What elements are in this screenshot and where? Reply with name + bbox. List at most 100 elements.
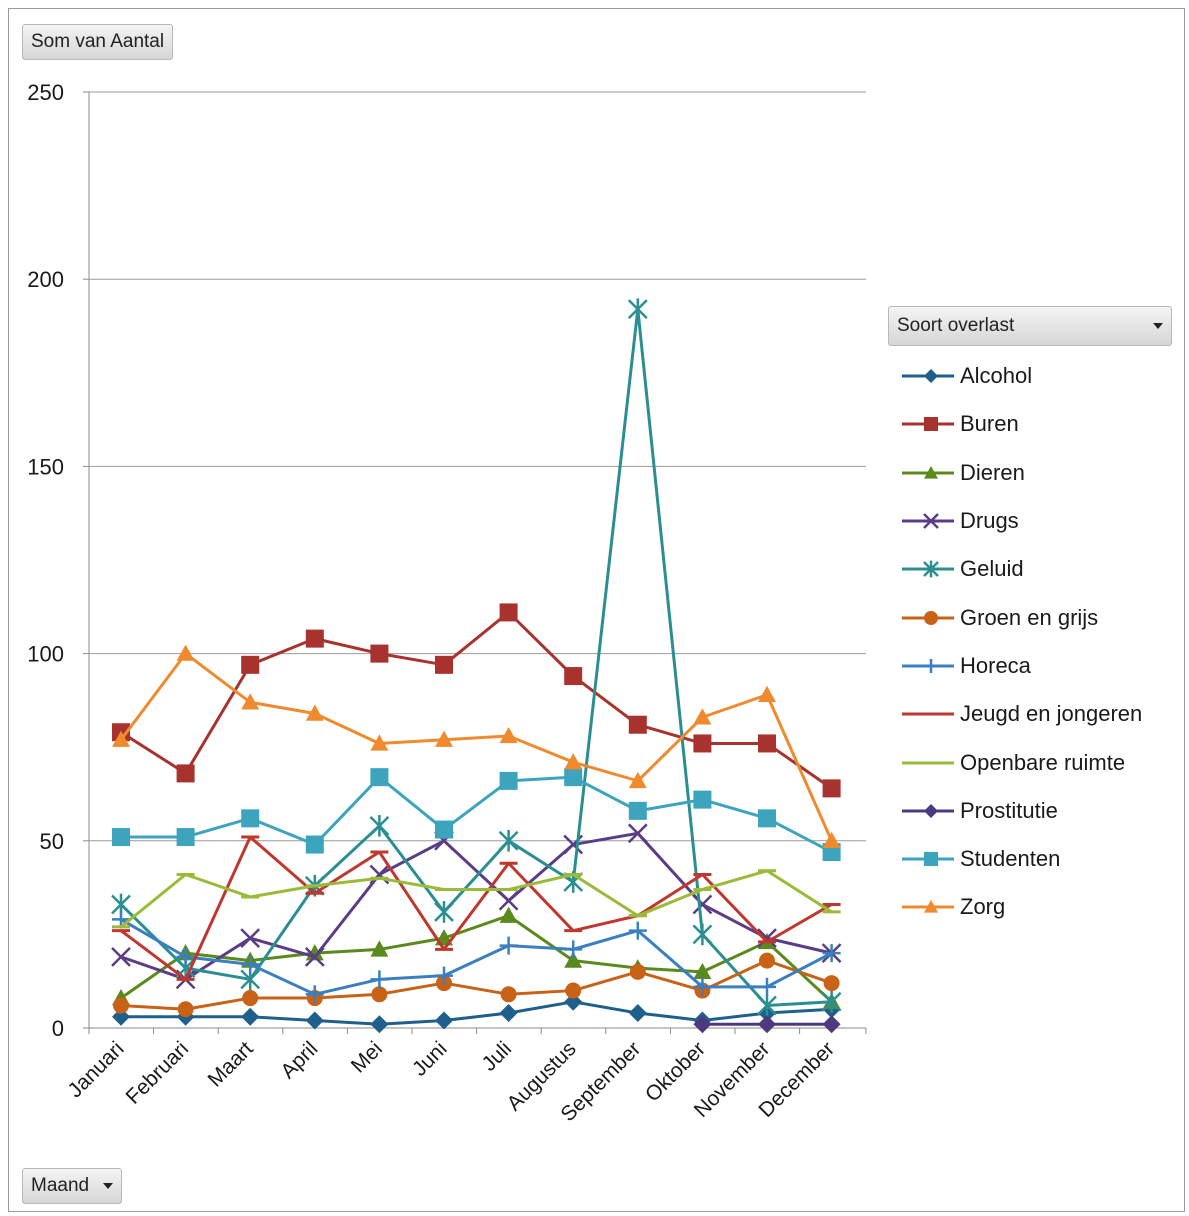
legend-label: Geluid xyxy=(960,556,1024,582)
legend-label: Zorg xyxy=(960,894,1006,920)
data-point xyxy=(692,923,713,946)
legend-item-geluid: Geluid xyxy=(890,545,1180,593)
data-point xyxy=(757,994,777,1017)
data-point xyxy=(821,990,842,1013)
marker-stroke xyxy=(757,928,777,949)
data-point xyxy=(370,970,389,989)
legend-item-jeugd-en-jongeren: Jeugd en jongeren xyxy=(890,690,1180,738)
legend-label: Openbare ruimte xyxy=(960,749,1126,775)
series-line xyxy=(120,918,833,996)
series-studenten xyxy=(112,768,841,862)
chevron-down-icon[interactable] xyxy=(103,1183,114,1189)
marker-stroke xyxy=(111,946,131,967)
data-point xyxy=(241,955,260,974)
marker-stroke xyxy=(923,513,939,529)
data-point xyxy=(176,644,195,661)
data-point xyxy=(693,734,712,753)
data-point xyxy=(176,947,195,966)
legend-swatch xyxy=(902,417,954,432)
data-point xyxy=(564,940,583,959)
data-point xyxy=(112,730,130,747)
series-line xyxy=(120,831,832,981)
marker-stroke xyxy=(304,946,325,967)
data-point xyxy=(499,771,518,790)
data-point xyxy=(241,693,260,710)
data-point xyxy=(370,644,389,663)
legend-swatch xyxy=(902,852,954,867)
data-point xyxy=(564,768,583,787)
value-field-button[interactable]: Som van Aantal xyxy=(22,24,174,60)
series-line xyxy=(120,959,833,1011)
legend-label: Dieren xyxy=(960,459,1025,485)
data-point xyxy=(498,830,519,852)
legend-marker xyxy=(924,900,938,914)
y-tick-label: 200 xyxy=(27,267,64,292)
data-point xyxy=(370,1015,389,1034)
legend-label: Jeugd en jongeren xyxy=(960,701,1143,727)
data-point xyxy=(499,603,518,622)
data-point xyxy=(564,753,583,770)
legend-marker xyxy=(924,369,938,384)
data-point xyxy=(627,298,648,320)
data-point xyxy=(628,801,647,820)
legend-item-openbare-ruimte: Openbare ruimte xyxy=(890,738,1180,786)
legend-item-groen-en-grijs: Groen en grijs xyxy=(890,593,1180,641)
legend-marker xyxy=(924,465,938,479)
series-prostitutie xyxy=(693,1015,841,1034)
row-field-button[interactable]: Maand xyxy=(22,1168,123,1204)
legend-label: Prostitutie xyxy=(960,797,1058,823)
series-line xyxy=(121,775,833,854)
gridlines xyxy=(89,91,866,842)
series-buren xyxy=(112,603,841,798)
series-line xyxy=(120,914,833,1003)
data-point xyxy=(304,946,325,967)
pivot-chart-frame xyxy=(8,8,1185,1212)
legend-field-button[interactable]: Soort overlast xyxy=(888,306,1172,346)
chevron-down-icon[interactable] xyxy=(1153,323,1163,329)
legend-marker xyxy=(924,610,938,625)
series-horeca xyxy=(112,910,841,1004)
data-point xyxy=(758,685,776,702)
x-tick-label: Januari xyxy=(64,1037,129,1102)
data-point xyxy=(113,997,129,1014)
y-tick-label: 0 xyxy=(52,1016,64,1041)
data-point xyxy=(628,715,647,734)
data-point xyxy=(177,1001,194,1018)
data-point xyxy=(499,1004,518,1023)
data-point xyxy=(305,629,324,648)
y-tick-label: 250 xyxy=(27,80,64,105)
data-point xyxy=(628,921,647,940)
data-point xyxy=(759,952,775,969)
data-point xyxy=(693,708,712,725)
data-point xyxy=(822,1015,841,1034)
legend-label: Drugs xyxy=(960,508,1019,534)
data-point xyxy=(371,986,388,1003)
legend-swatch xyxy=(902,560,954,578)
data-point xyxy=(499,726,518,744)
data-point xyxy=(112,1007,130,1026)
legend-swatch xyxy=(902,803,954,818)
data-point xyxy=(435,730,453,747)
data-point xyxy=(693,977,712,996)
x-tick-label: Juni xyxy=(408,1037,452,1081)
legend-item-buren: Buren xyxy=(890,400,1180,448)
series-line xyxy=(121,1000,832,1026)
data-point xyxy=(565,982,582,999)
series-line xyxy=(120,610,833,790)
legend-swatch xyxy=(902,900,954,914)
data-point xyxy=(241,809,260,828)
data-point xyxy=(822,831,841,848)
legend-swatch xyxy=(902,513,954,529)
legend-item-studenten: Studenten xyxy=(890,835,1180,883)
marker-stroke xyxy=(627,823,648,844)
data-point xyxy=(499,936,518,955)
data-point xyxy=(242,990,259,1007)
data-point xyxy=(692,894,713,915)
legend-item-prostitutie: Prostitutie xyxy=(890,787,1180,835)
data-point xyxy=(693,1015,712,1034)
data-point xyxy=(498,890,519,911)
data-point xyxy=(564,992,583,1011)
legend-label: Buren xyxy=(960,411,1019,437)
data-point xyxy=(822,779,841,798)
data-point xyxy=(369,815,390,837)
